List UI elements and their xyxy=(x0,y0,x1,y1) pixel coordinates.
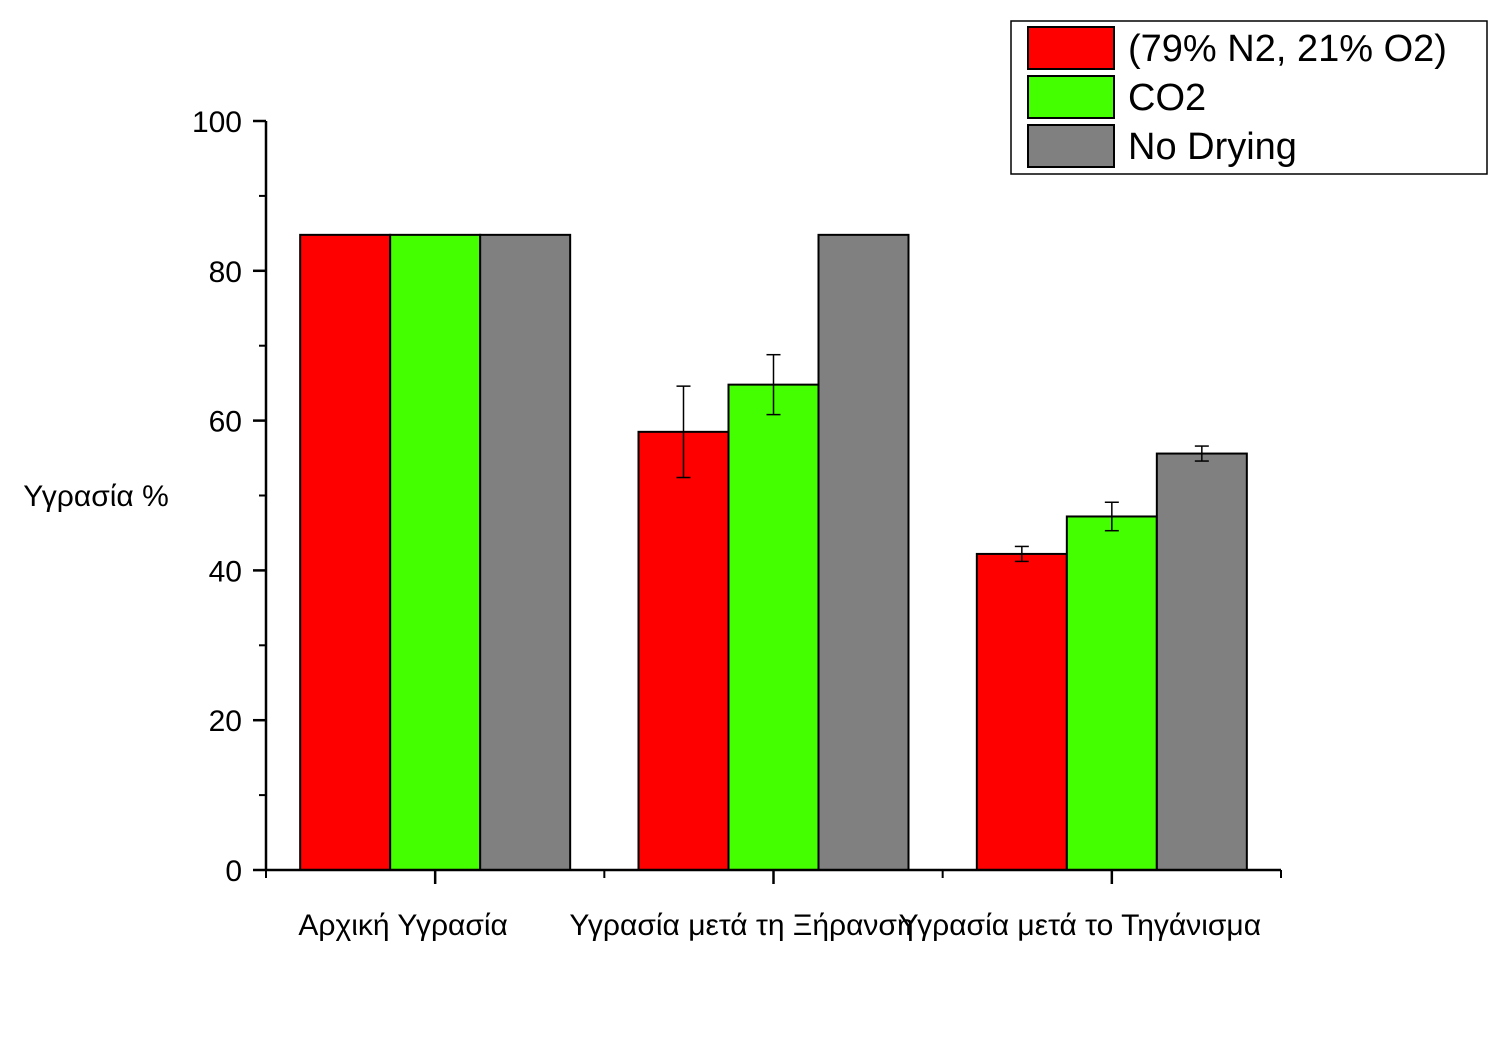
error-bars-layer xyxy=(676,353,1209,563)
bar-1-1 xyxy=(299,233,392,871)
legend-label-3: No Drying xyxy=(1128,126,1297,168)
bar-2-2 xyxy=(727,383,820,871)
y-tick-label-1: 0 xyxy=(225,855,242,888)
legend-swatch-1 xyxy=(1027,26,1115,70)
y-tick-label-5: 80 xyxy=(209,256,242,289)
axes: Αρχική Υγρασία Υγρασία μετά τη ΞήρανσηΥγρ… xyxy=(192,106,1282,942)
bar-3-1 xyxy=(975,552,1068,871)
bars-layer xyxy=(299,233,1248,871)
bar-3-2 xyxy=(1065,515,1158,871)
y-tick-label-3: 40 xyxy=(209,555,242,588)
legend-label-2: CO2 xyxy=(1128,77,1206,119)
y-tick-label-6: 100 xyxy=(192,106,242,139)
bar-1-3 xyxy=(479,233,572,871)
x-tick-label-2: Υγρασία μετά τη Ξήρανση xyxy=(569,909,913,942)
bar-2-3 xyxy=(817,233,910,871)
legend: (79% N2, 21% O2) CO2 No Drying xyxy=(1010,20,1488,175)
x-tick-label-3: Υγρασία μετά το Τηγάνισμα xyxy=(899,909,1261,942)
y-tick-label-4: 60 xyxy=(209,406,242,439)
bar-3-3 xyxy=(1155,452,1248,871)
x-tick-label-1: Αρχική Υγρασία xyxy=(298,909,507,942)
y-tick-label-2: 20 xyxy=(209,705,242,738)
y-axis-title: Υγρασία % xyxy=(23,480,169,513)
bar-2-1 xyxy=(637,430,730,871)
legend-label-1: (79% N2, 21% O2) xyxy=(1128,28,1447,70)
legend-swatch-2 xyxy=(1027,75,1115,119)
legend-swatch-3 xyxy=(1027,124,1115,168)
bar-1-2 xyxy=(389,233,482,871)
